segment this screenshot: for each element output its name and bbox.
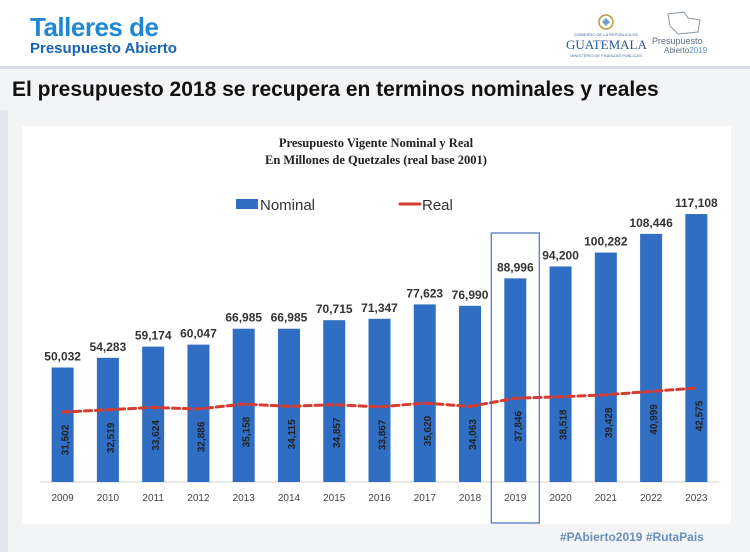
slide-headline: El presupuesto 2018 se recupera en termi…	[12, 78, 659, 101]
brand-title: Talleres de	[30, 12, 159, 42]
header: Talleres de Presupuesto Abierto GOBIERNO…	[0, 0, 750, 69]
data-label-real-2023: 42,575	[694, 400, 705, 431]
data-label-nominal-2022: 108,446	[629, 216, 673, 230]
data-label-nominal-2014: 66,985	[271, 311, 308, 325]
legend-label-nominal: Nominal	[260, 197, 315, 214]
highlight-box-2019	[490, 232, 540, 524]
bar-nominal-2019	[504, 278, 527, 482]
data-label-nominal-2023: 117,108	[675, 196, 718, 210]
presupuesto-abierto-logo: Presupuesto Abierto2019	[650, 10, 720, 58]
tick-label-2018: 2018	[459, 493, 482, 504]
data-label-nominal-2019: 88,996	[497, 260, 534, 274]
coat-of-arms-icon	[598, 14, 614, 30]
gov-logo-name: GUATEMALA	[566, 37, 647, 52]
data-label-real-2010: 32,519	[106, 422, 117, 453]
chart-card: Presupuesto Vigente Nominal y Real En Mil…	[22, 126, 731, 524]
guatemala-logo: GOBIERNO DE LA REPÚBLICA DE GUATEMALA MI…	[566, 12, 647, 60]
data-label-nominal-2015: 70,715	[316, 302, 353, 316]
bar-nominal-2016	[368, 318, 391, 482]
data-label-real-2011: 33,624	[151, 420, 162, 451]
data-label-real-2016: 33,867	[378, 419, 389, 450]
tick-label-2015: 2015	[323, 493, 346, 504]
gov-logo-bottom-text: MINISTERIO DE FINANZAS PÚBLICAS	[570, 53, 642, 58]
bar-nominal-2009	[51, 367, 74, 482]
data-label-real-2021: 39,428	[604, 407, 615, 438]
tick-label-2019: 2019	[504, 493, 527, 504]
line-real	[61, 386, 698, 414]
bar-nominal-2010	[96, 357, 119, 482]
data-label-nominal-2011: 59,174	[135, 329, 172, 343]
data-label-nominal-2013: 66,985	[225, 311, 262, 325]
bar-nominal-2018	[459, 305, 482, 482]
data-label-real-2018: 34,063	[468, 419, 479, 450]
gov-logo-top-text: GOBIERNO DE LA REPÚBLICA DE	[573, 32, 639, 37]
data-label-nominal-2010: 54,283	[90, 340, 127, 354]
data-label-nominal-2016: 71,347	[361, 301, 398, 315]
data-label-real-2022: 40,999	[649, 404, 660, 435]
header-divider	[0, 66, 750, 69]
tick-label-2013: 2013	[233, 493, 256, 504]
data-label-real-2009: 31,502	[61, 424, 72, 455]
data-label-real-2019: 37,846	[513, 411, 524, 442]
data-label-nominal-2009: 50,032	[44, 350, 81, 364]
tick-label-2012: 2012	[187, 493, 210, 504]
bar-nominal-2020	[549, 266, 572, 482]
budget-chart: Presupuesto Vigente Nominal y Real En Mil…	[40, 136, 719, 524]
pa-logo-word: Abierto	[664, 46, 690, 55]
chart-subtitle: En Millones de Quetzales (real base 2001…	[265, 153, 487, 167]
data-label-real-2013: 35,158	[242, 416, 253, 447]
data-label-real-2012: 32,886	[196, 421, 207, 452]
bar-nominal-2023	[685, 214, 708, 482]
tick-label-2022: 2022	[640, 493, 663, 504]
bar-nominal-2012	[187, 344, 210, 482]
pa-logo-line1: Presupuesto	[652, 36, 703, 46]
data-label-nominal-2021: 100,282	[584, 235, 628, 249]
bar-nominal-2021	[594, 252, 617, 482]
tick-label-2021: 2021	[595, 493, 618, 504]
map-icon	[667, 11, 701, 35]
data-label-nominal-2018: 76,990	[452, 288, 489, 302]
tick-label-2014: 2014	[278, 493, 301, 504]
data-label-real-2017: 35,620	[423, 415, 434, 446]
tick-label-2016: 2016	[368, 493, 391, 504]
chart-title: Presupuesto Vigente Nominal y Real	[279, 136, 474, 150]
data-label-real-2014: 34,115	[287, 419, 298, 449]
hashtags: #PAbierto2019 #RutaPais	[560, 530, 704, 544]
slide-edge	[0, 110, 8, 552]
brand-subtitle: Presupuesto Abierto	[30, 40, 177, 57]
pa-logo-line2: Abierto2019	[664, 46, 707, 55]
data-label-nominal-2020: 94,200	[542, 248, 579, 262]
tick-label-2017: 2017	[414, 493, 437, 504]
legend-swatch-nominal	[236, 199, 258, 209]
bar-nominal-2022	[640, 233, 663, 482]
bar-nominal-2015	[323, 320, 346, 482]
data-label-nominal-2017: 77,623	[406, 286, 443, 300]
data-label-real-2020: 38,518	[559, 409, 570, 440]
pa-logo-year: 2019	[689, 46, 708, 55]
data-label-nominal-2012: 60,047	[180, 327, 217, 341]
tick-label-2020: 2020	[549, 493, 572, 504]
data-label-real-2015: 34,857	[332, 417, 343, 448]
tick-label-2009: 2009	[52, 493, 75, 504]
legend-label-real: Real	[422, 197, 453, 214]
bar-nominal-2011	[142, 346, 165, 482]
bar-nominal-2017	[413, 304, 436, 482]
tick-label-2010: 2010	[97, 493, 120, 504]
tick-label-2023: 2023	[685, 493, 708, 504]
tick-label-2011: 2011	[142, 493, 164, 504]
